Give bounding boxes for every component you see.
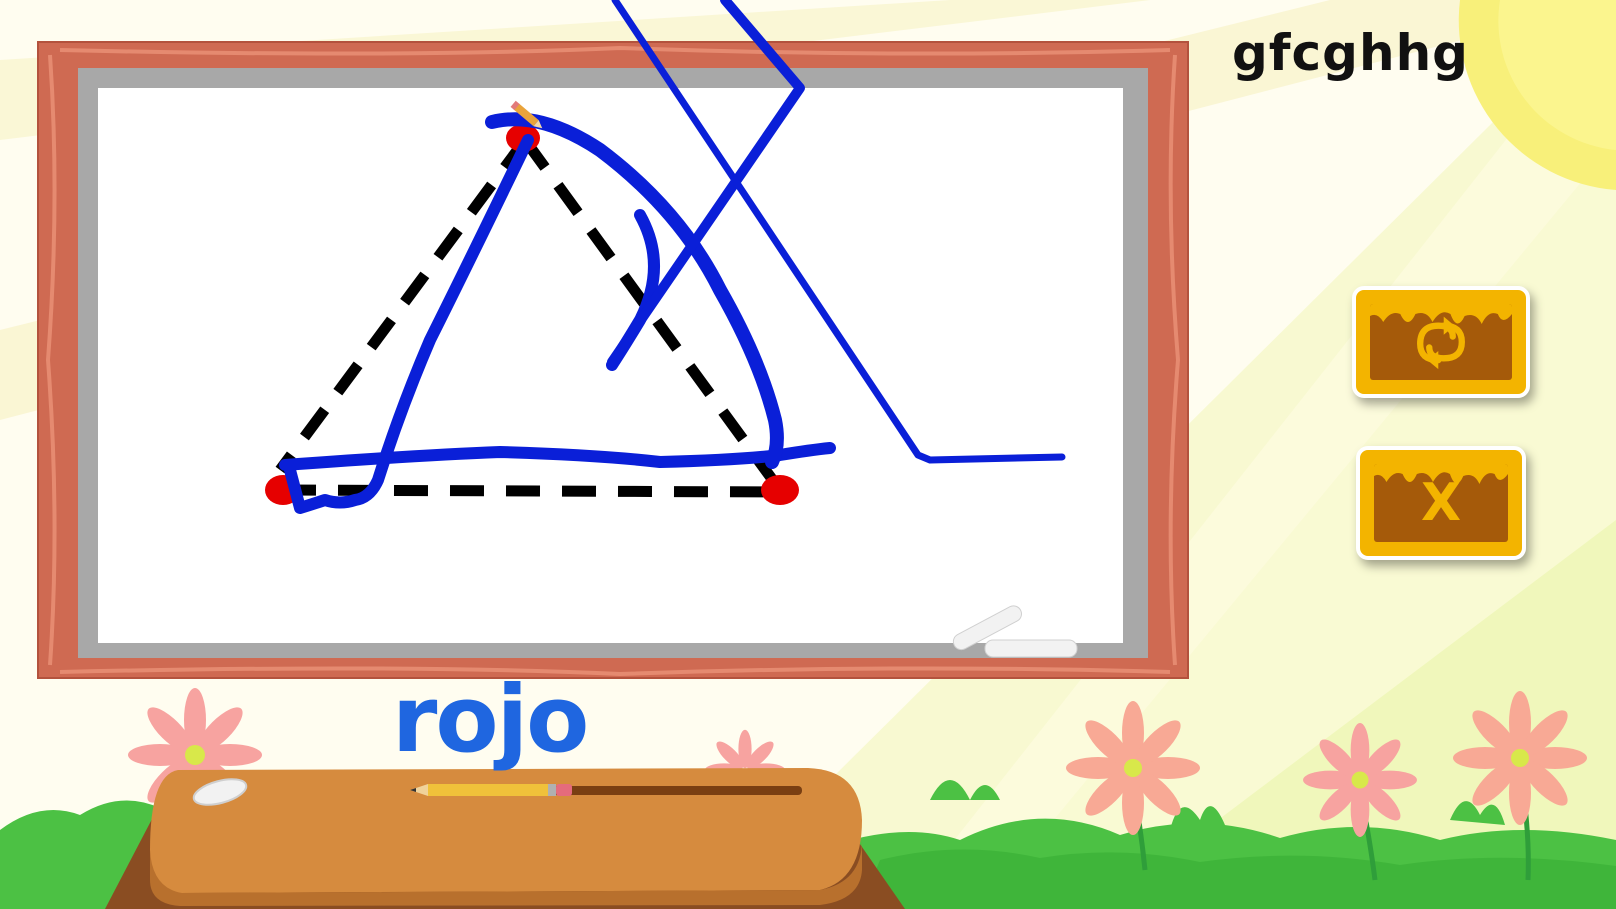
replay-button[interactable] xyxy=(1352,286,1530,398)
replay-button-face xyxy=(1352,286,1530,398)
stroke-diagonal xyxy=(611,0,1066,464)
drip-decoration xyxy=(1374,464,1508,484)
stroke-cross xyxy=(607,0,805,367)
word-label: rojo xyxy=(392,666,589,773)
close-button-face: X xyxy=(1356,446,1526,560)
replay-icon xyxy=(1417,316,1465,370)
flower-5 xyxy=(1453,691,1587,825)
stroke-left xyxy=(284,134,534,514)
flower-3 xyxy=(1066,701,1200,835)
anchor-dot-right xyxy=(761,475,799,505)
flower-4 xyxy=(1303,723,1417,837)
close-button[interactable]: X xyxy=(1356,446,1526,560)
player-name: gfcghhg xyxy=(1232,24,1469,82)
pencil-cursor-icon xyxy=(510,100,543,129)
drip-decoration xyxy=(1370,304,1512,324)
close-icon: X xyxy=(1420,473,1462,533)
eraser-icon xyxy=(192,778,248,806)
replay-button-inner xyxy=(1370,304,1512,380)
close-button-inner: X xyxy=(1374,464,1508,542)
desk-pencil-icon xyxy=(410,784,802,796)
stroke-right xyxy=(485,112,784,469)
chalk-icon xyxy=(952,605,1078,658)
